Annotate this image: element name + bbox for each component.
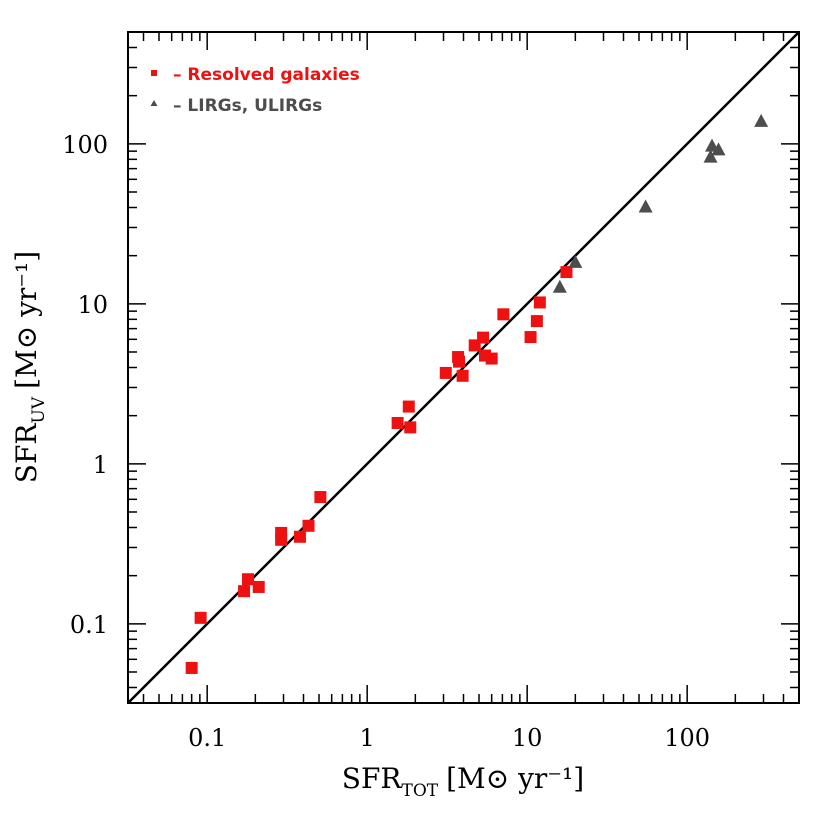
x-tick-label: 100 [664,724,710,752]
data-point-resolved-galaxy [530,315,543,328]
data-point-lirg-ulirg [754,113,769,127]
legend-square-marker [151,70,157,76]
data-point-resolved-galaxy [533,296,546,309]
data-point-resolved-galaxy [453,355,466,368]
data-point-resolved-galaxy [238,585,251,598]
x-tick-label: 10 [512,724,543,752]
data-point-lirg-ulirg [568,254,583,268]
data-point-lirg-ulirg [711,142,726,156]
data-point-resolved-galaxy [302,519,315,532]
data-point-resolved-galaxy [524,331,537,344]
x-axis-label-main: SFR [342,762,403,795]
x-tick-label: 1 [360,724,375,752]
data-point-resolved-galaxy [275,533,288,546]
y-axis-label-unit: [M⊙ yr⁻¹] [10,251,43,389]
legend-entry-resolved-galaxies: – Resolved galaxies [151,65,360,85]
y-axis-label-subscript: UV [29,396,49,423]
legend-triangle-marker [150,100,158,106]
data-point-resolved-galaxy [477,331,490,344]
legend-entry-lirgs-ulirgs: – LIRGs, ULIRGs [150,96,322,116]
data-point-lirg-ulirg [552,279,567,293]
data-point-resolved-galaxy [252,580,265,593]
y-tick-label: 1 [93,451,108,479]
y-axis-label: SFRUV [M⊙ yr⁻¹] [10,251,49,483]
y-tick-label: 100 [62,131,108,159]
legend: – Resolved galaxies – LIRGs, ULIRGs [150,65,360,116]
data-point-resolved-galaxy [391,416,404,429]
x-axis-label-subscript: TOT [401,781,438,801]
data-point-resolved-galaxy [402,400,415,413]
plot-frame [127,31,800,704]
legend-label-resolved-galaxies: – Resolved galaxies [173,65,360,85]
data-point-resolved-galaxy [242,573,255,586]
y-tick-label: 0.1 [70,611,108,639]
data-point-resolved-galaxy [314,491,327,504]
data-point-lirg-ulirg [638,199,653,213]
data-point-resolved-galaxy [194,611,207,624]
data-point-resolved-galaxy [560,266,573,279]
x-tick-label: 0.1 [188,724,226,752]
data-point-resolved-galaxy [485,352,498,365]
data-point-resolved-galaxy [185,661,198,674]
y-axis-label-main: SFR [10,423,43,484]
data-point-resolved-galaxy [456,369,469,382]
data-point-lirg-ulirg [703,149,718,163]
x-axis-label: SFRTOT [M⊙ yr⁻¹] [342,762,584,801]
data-point-resolved-galaxy [293,530,306,543]
legend-label-lirgs-ulirgs: – LIRGs, ULIRGs [173,96,322,116]
x-axis-label-unit: [M⊙ yr⁻¹] [446,762,584,795]
y-tick-label: 10 [77,291,108,319]
data-point-resolved-galaxy [439,366,452,379]
data-point-resolved-galaxy [497,308,510,321]
data-point-resolved-galaxy [404,421,417,434]
